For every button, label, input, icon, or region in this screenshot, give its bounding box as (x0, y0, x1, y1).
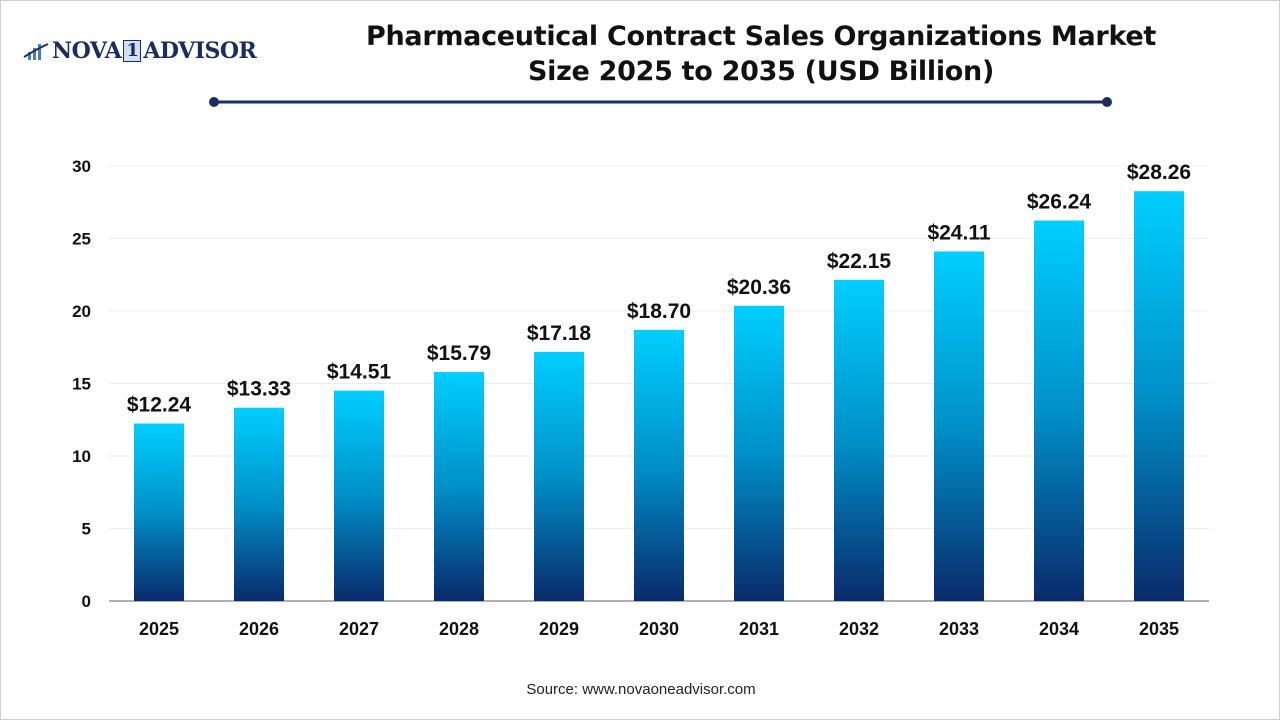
y-tick-label: 10 (72, 447, 91, 466)
source-note: Source: www.novaoneadvisor.com (526, 681, 756, 698)
bar-2026 (234, 407, 284, 601)
bar-2028 (434, 372, 484, 601)
x-tick-label: 2030 (639, 619, 679, 639)
x-tick-label: 2026 (239, 619, 279, 639)
bar-2034 (1034, 220, 1084, 601)
x-tick-label: 2027 (339, 619, 379, 639)
title-line-2: Size 2025 to 2035 (USD Billion) (527, 56, 994, 87)
x-tick-label: 2031 (739, 619, 779, 639)
title-line-1: Pharmaceutical Contract Sales Organizati… (365, 21, 1156, 52)
data-label: $28.26 (1127, 161, 1191, 184)
bar-2032 (834, 279, 884, 601)
data-label: $12.24 (127, 394, 192, 417)
bar-2025 (134, 423, 184, 601)
x-tick-label: 2034 (1039, 619, 1079, 639)
bar-2027 (334, 390, 384, 601)
y-tick-label: 25 (72, 230, 91, 249)
title-rule-dot-left (209, 97, 219, 107)
bar-2030 (634, 329, 684, 601)
x-tick-label: 2029 (539, 619, 579, 639)
x-tick-label: 2032 (839, 619, 879, 639)
data-label: $17.18 (527, 322, 592, 345)
y-tick-label: 0 (82, 592, 91, 611)
data-label: $22.15 (827, 250, 892, 273)
y-tick-label: 20 (72, 302, 91, 321)
bar-2035 (1134, 191, 1184, 602)
bar-2029 (534, 351, 584, 601)
bar-chart-logo-icon (23, 43, 49, 60)
data-label: $24.11 (927, 221, 990, 244)
data-label: $20.36 (727, 276, 791, 299)
logo-text-left: NOVA (52, 38, 122, 64)
y-tick-label: 15 (72, 375, 91, 394)
logo-text-right: ADVISOR (143, 38, 257, 64)
title-rule-dot-right (1102, 97, 1112, 107)
x-tick-label: 2028 (439, 619, 479, 639)
data-label: $13.33 (227, 378, 291, 401)
y-tick-label: 5 (82, 520, 91, 539)
logo: NOVA 1 ADVISOR (23, 38, 257, 64)
data-label: $15.79 (427, 342, 491, 365)
bar-2033 (934, 251, 984, 601)
data-label: $14.51 (327, 361, 392, 384)
chart-title: Pharmaceutical Contract Sales Organizati… (331, 19, 1191, 89)
data-label: $18.70 (627, 300, 691, 323)
data-label: $26.24 (1027, 191, 1092, 214)
x-tick-label: 2035 (1139, 619, 1179, 639)
x-tick-label: 2025 (139, 619, 179, 639)
y-tick-label: 30 (72, 157, 91, 176)
bar-2031 (734, 305, 784, 601)
logo-text-mid: 1 (123, 40, 142, 62)
x-tick-label: 2033 (939, 619, 979, 639)
